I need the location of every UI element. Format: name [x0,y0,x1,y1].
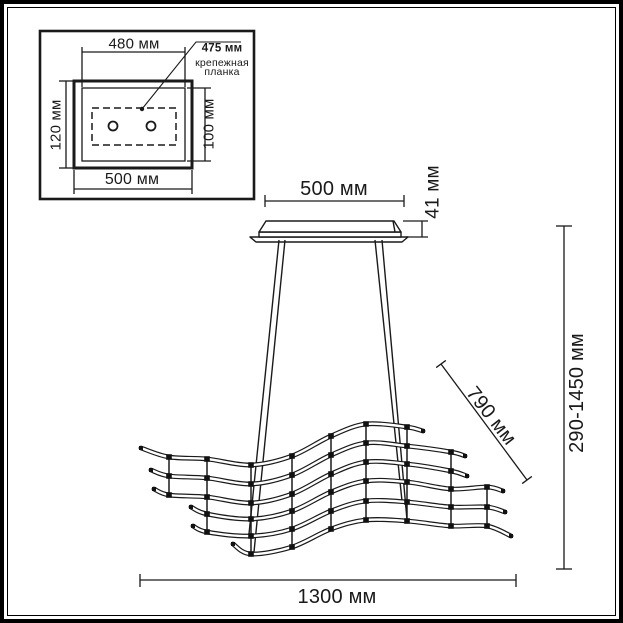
node-square [289,491,295,497]
node-square [363,459,369,465]
node-square [289,453,295,459]
inset-width-top-label: 480 мм [108,35,160,53]
suspension-wire [253,239,286,553]
node-square [204,529,210,535]
node-square [404,461,410,467]
node-square [248,516,254,522]
tube-end-cap [503,510,507,514]
mounting-hole-left [107,120,119,132]
tube-end-cap [231,542,235,546]
wave-lattice [138,421,514,557]
node-square [204,511,210,517]
node-square [404,499,410,505]
node-square [166,473,172,479]
node-square [404,443,410,449]
tube-end-cap [191,524,195,528]
height-range-label: 290-1450 мм [566,333,588,453]
tube-end-cap [509,534,513,538]
mounting-hole-right [145,120,157,132]
overall-width-label: 1300 мм [297,586,377,608]
inset-width-bottom-label: 500 мм [104,171,160,188]
node-square [289,526,295,532]
node-square [404,424,410,430]
node-square [328,489,334,495]
node-square [484,504,490,510]
plate-width-label: 475 мм [201,42,243,55]
suspension-wire [248,239,280,535]
node-square [448,523,454,529]
tube-end-cap [463,454,467,458]
node-square [363,498,369,504]
node-square [328,452,334,458]
canopy [249,220,409,243]
canopy-height-label: 41 мм [422,165,444,219]
inset-height-left-label: 120 мм [47,99,65,151]
node-square [248,533,254,539]
dimension-tick [521,475,533,485]
node-square [328,471,334,477]
plate-inner-rect [81,87,186,162]
node-square [363,440,369,446]
node-square [248,500,254,506]
node-square [484,523,490,529]
inset-height-right-label: 100 мм [200,98,218,150]
suspension-wire [374,239,403,502]
plate-outer-rect [72,79,194,170]
wave-tube-core [191,499,507,538]
tube-end-cap [149,468,153,472]
dimension-segment-diagonal [440,363,528,481]
canopy-width-label: 500 мм [300,178,368,200]
node-square [328,433,334,439]
canopy-base-plate [249,236,409,243]
node-square [448,449,454,455]
node-square [363,517,369,523]
wave-tube-core [231,518,513,556]
node-square [248,551,254,557]
tube-end-cap [139,446,143,450]
node-square [204,475,210,481]
node-square [289,508,295,514]
canopy-front-face [258,231,402,238]
tube-end-cap [421,429,425,433]
inset-top-view [38,29,256,201]
leader-line [141,41,241,110]
suspension-wire [381,239,408,521]
node-square [289,472,295,478]
node-square [484,484,490,490]
node-square [404,518,410,524]
node-square [204,494,210,500]
node-square [248,462,254,468]
mounting-plate-dashed-rect [91,107,177,146]
node-square [328,508,334,514]
node-square [204,456,210,462]
node-square [448,468,454,474]
node-square [363,478,369,484]
node-square [248,481,254,487]
wave-tube-core [149,441,467,486]
wave-tube-core [152,460,469,505]
wave-tube-core [189,479,505,521]
canopy-top-face [258,220,402,233]
node-square [448,504,454,510]
plate-name-line2: планка [204,65,240,78]
dimension-lines [59,47,572,587]
node-square [166,454,172,460]
line-art [38,29,572,587]
node-square [328,526,334,532]
node-square [404,479,410,485]
tube-end-cap [152,487,156,491]
dimension-tick [435,359,447,369]
plate-name-line1: крепежная [195,56,249,69]
suspension-wires [248,239,408,553]
node-square [166,492,172,498]
tube-end-cap [465,474,469,478]
canopy-end-cap-edge [392,220,396,233]
inset-frame [38,29,256,201]
tube-end-cap [189,505,193,509]
tube-end-cap [501,489,505,493]
node-square [363,421,369,427]
node-square [448,486,454,492]
node-square [289,544,295,550]
